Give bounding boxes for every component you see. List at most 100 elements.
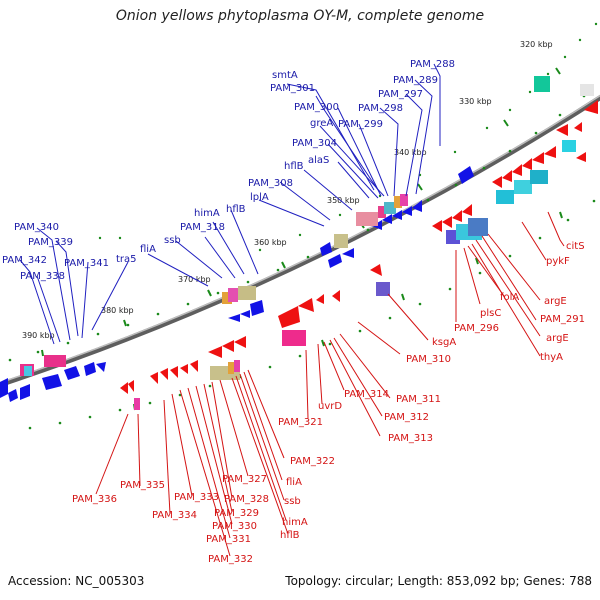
gene-label-PAM_328: PAM_328 <box>224 494 269 505</box>
forward-gene <box>20 384 30 400</box>
reverse-gene <box>512 164 522 176</box>
gene-label-PAM_331: PAM_331 <box>206 534 251 545</box>
forward-gene <box>458 166 474 184</box>
gene-label-PAM_334: PAM_334 <box>152 510 197 521</box>
reverse-gene <box>432 220 442 232</box>
gene-label-lplA: lplA <box>250 192 269 203</box>
gene-label-folA: folA <box>500 292 519 303</box>
reverse-gene <box>278 306 300 328</box>
reverse-gene <box>522 158 532 170</box>
genome-summary-text: Topology: circular; Length: 853,092 bp; … <box>285 574 592 588</box>
gene-label-PAM_310: PAM_310 <box>406 354 451 365</box>
reverse-gene <box>442 216 452 228</box>
gene-label-himA-r: himA <box>282 517 308 528</box>
inner-tick-ring <box>28 199 596 430</box>
reverse-gene <box>584 100 598 114</box>
gene-label-PAM_308: PAM_308 <box>248 178 293 189</box>
gene-label-greA: greA <box>310 118 333 129</box>
gene-label-PAM_341: PAM_338 <box>20 271 65 282</box>
reverse-gene <box>120 382 128 394</box>
gene-label-PAM_313: PAM_313 <box>388 433 433 444</box>
map-title: Onion yellows phytoplasma OY-M, complete… <box>115 8 485 24</box>
forward-gene <box>320 242 332 256</box>
gene-label-PAM_335: PAM_335 <box>120 480 165 491</box>
gene-label-smtA: smtA <box>272 70 298 81</box>
gene-label-hflB-1: hflB <box>284 161 304 172</box>
forward-gene <box>392 210 402 220</box>
gene-label-PAM_336: PAM_336 <box>72 494 117 505</box>
gene-label-PAM_289: PAM_289 <box>393 75 438 86</box>
reverse-gene <box>574 122 582 132</box>
reverse-features <box>134 140 576 410</box>
forward-gene <box>328 254 342 268</box>
reverse-strand-genes <box>120 100 598 394</box>
kbp-label-380: 380 kbp <box>101 306 134 315</box>
gene-label-ssb-r: ssb <box>284 496 301 507</box>
genome-backbone <box>0 94 600 388</box>
genome-backbone-highlight <box>0 94 600 384</box>
gene-label-PAM_296: PAM_296 <box>454 323 499 334</box>
gene-label-PAM_327: PAM_327 <box>222 474 267 485</box>
forward-gene <box>412 200 422 212</box>
forward-gene <box>382 214 392 224</box>
gene-label-hflB-r: hflB <box>280 530 300 541</box>
gene-label-PAM_329: PAM_329 <box>214 508 259 519</box>
reverse-gene <box>222 340 234 352</box>
gene-label-argE-2: argE <box>546 333 569 344</box>
reverse-gene <box>316 294 324 304</box>
kbp-label-360: 360 kbp <box>254 238 287 247</box>
gene-label-pykF: pykF <box>546 256 570 267</box>
gene-label-tra5: tra5 <box>116 254 137 265</box>
forward-gene <box>0 378 8 398</box>
reverse-gene <box>128 380 134 392</box>
forward-features <box>20 76 594 376</box>
forward-leader-lines <box>19 63 441 345</box>
reverse-gene <box>502 170 512 182</box>
reverse-gene <box>234 336 246 348</box>
kbp-label-350: 350 kbp <box>327 196 360 205</box>
kbp-label-390: 390 kbp <box>22 331 55 340</box>
accession-text: Accession: NC_005303 <box>8 574 145 588</box>
gene-label-argE-1: argE <box>544 296 567 307</box>
gene-label-fliA-r: fliA <box>286 477 302 488</box>
reverse-gene <box>556 124 568 136</box>
reverse-gene <box>576 152 586 162</box>
gene-label-PAM_311: PAM_311 <box>396 394 441 405</box>
gene-label-PAM_298: PAM_298 <box>358 103 403 114</box>
gene-label-PAM_332: PAM_332 <box>208 554 253 565</box>
gene-label-fliA: fliA <box>140 244 156 255</box>
forward-gene <box>240 310 250 318</box>
gene-label-PAM_322: PAM_322 <box>290 456 335 467</box>
gene-label-hflB-2: hflB <box>226 204 246 215</box>
gene-label-uvrD: uvrD <box>318 401 342 412</box>
reverse-gene <box>370 264 382 276</box>
gene-label-ssb: ssb <box>164 235 181 246</box>
gene-label-PAM_300: PAM_300 <box>294 102 339 113</box>
gene-label-PAM_330: PAM_330 <box>212 521 257 532</box>
reverse-gene <box>492 176 502 188</box>
reverse-leader-lines <box>95 211 565 557</box>
forward-gene <box>250 300 264 316</box>
forward-gene <box>402 206 412 216</box>
reverse-gene <box>532 152 544 164</box>
gene-label-PAM_338: PAM_341 <box>64 258 109 269</box>
reverse-gene <box>332 290 340 302</box>
reverse-gene <box>150 372 158 384</box>
gene-label-himA: himA <box>194 208 220 219</box>
reverse-gene <box>452 210 462 222</box>
kbp-label-340: 340 kbp <box>394 148 427 157</box>
forward-gene <box>8 389 18 402</box>
gene-label-PAM_299: PAM_299 <box>338 119 383 130</box>
gene-label-PAM_297: PAM_297 <box>378 89 423 100</box>
reverse-gene <box>190 360 198 372</box>
forward-gene <box>64 366 80 380</box>
reverse-gene <box>208 346 222 358</box>
forward-gene <box>42 374 62 390</box>
reverse-gene <box>160 368 168 380</box>
kbp-label-330: 330 kbp <box>459 97 492 106</box>
gene-label-PAM_339: PAM_339 <box>28 237 73 248</box>
forward-gene <box>228 314 240 322</box>
gene-label-alaS: alaS <box>308 155 329 166</box>
gene-label-PAM_342: PAM_342 <box>2 255 47 266</box>
